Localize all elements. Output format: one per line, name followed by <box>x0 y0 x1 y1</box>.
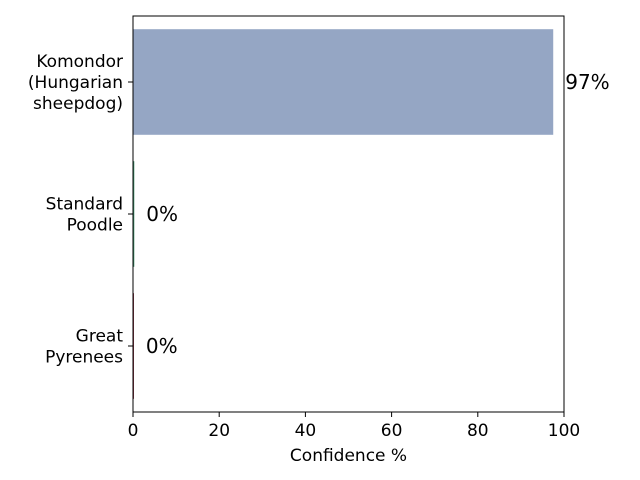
y-tick-label-line: Komondor <box>36 52 123 72</box>
y-tick-label-line: Poodle <box>67 216 123 236</box>
bar <box>133 29 554 135</box>
x-tick-label: 40 <box>295 421 317 441</box>
y-tick-label: Komondor (Hungarian sheepdog) <box>28 52 123 114</box>
bar <box>133 161 135 267</box>
x-tick-label: 0 <box>128 421 139 441</box>
y-tick-label-line: Pyrenees <box>45 348 123 368</box>
bar-value-label: 97% <box>565 70 609 94</box>
y-tick-label: Standard Poodle <box>46 195 123 236</box>
bars-group <box>133 29 554 399</box>
y-tick-label-line: Great <box>76 327 124 347</box>
x-tick-label: 100 <box>548 421 580 441</box>
value-labels-group: 97% 0% 0% <box>146 70 610 358</box>
y-tick-label-line: sheepdog) <box>33 94 123 114</box>
x-tick-label: 20 <box>208 421 230 441</box>
y-tick-label: Great Pyrenees <box>45 327 123 368</box>
bar-value-label: 0% <box>146 334 178 358</box>
bar-value-label: 0% <box>146 202 178 226</box>
y-axis: Komondor (Hungarian sheepdog) Standard Poodl… <box>28 52 133 368</box>
y-tick-label-line: Standard <box>46 195 123 215</box>
x-axis-label: Confidence % <box>290 446 407 466</box>
x-axis: 0 20 40 60 80 100 <box>128 412 580 441</box>
x-tick-label: 60 <box>381 421 403 441</box>
y-tick-label-line: (Hungarian <box>28 73 123 93</box>
x-tick-label: 80 <box>467 421 489 441</box>
